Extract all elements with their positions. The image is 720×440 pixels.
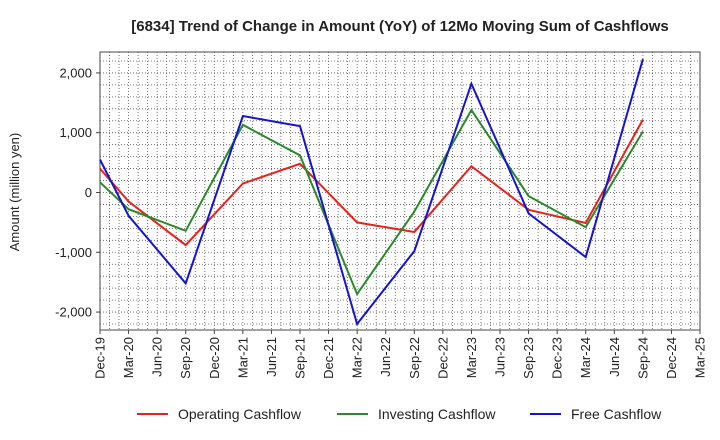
x-tick-label: Jun-24: [607, 337, 622, 377]
axes: 2,000 1,000 0 -1,000 -2,000 Dec-19 Mar-20 Jun-2…: [55, 65, 707, 378]
x-tick-label: Dec-21: [321, 337, 336, 379]
x-tick-label: Mar-24: [578, 337, 593, 378]
x-tick-label: Jun-21: [264, 337, 279, 377]
x-tick-label: Sep-20: [178, 337, 193, 379]
x-tick-label: Sep-22: [407, 337, 422, 379]
x-tick-label: Jun-22: [378, 337, 393, 377]
x-tick-label: Sep-24: [635, 337, 650, 379]
chart-title: [6834] Trend of Change in Amount (YoY) o…: [131, 18, 669, 35]
investing-cashflow-legend-label: Investing Cashflow: [378, 406, 496, 422]
y-axis-label: Amount (million yen): [7, 133, 22, 252]
y-tick-label: -2,000: [55, 305, 92, 320]
x-tick-label: Mar-22: [350, 337, 365, 378]
x-tick-label: Mar-23: [464, 337, 479, 378]
y-tick-label: 0: [85, 185, 92, 200]
free-cashflow-line: [99, 58, 644, 327]
operating-cashflow-legend-label: Operating Cashflow: [178, 406, 302, 422]
operating-cashflow-line: [99, 119, 644, 247]
y-tick-label: -1,000: [55, 245, 92, 260]
x-tick-label: Jun-23: [493, 337, 508, 377]
x-tick-label: Dec-24: [664, 337, 679, 379]
plot-area: [99, 51, 701, 331]
investing-cashflow-line: [99, 108, 644, 297]
x-tick-label: Sep-21: [293, 337, 308, 379]
y-tick-label: 2,000: [59, 65, 92, 80]
legend: Operating Cashflow Investing Cashflow Free…: [137, 406, 662, 422]
x-tick-label: Dec-23: [550, 337, 565, 379]
grid: [99, 51, 701, 331]
x-tick-label: Dec-20: [207, 337, 222, 379]
x-tick-label: Mar-25: [693, 337, 708, 378]
x-tick-label: Dec-19: [93, 337, 108, 379]
x-tick-label: Mar-20: [121, 337, 136, 378]
free-cashflow-legend-label: Free Cashflow: [571, 406, 662, 422]
x-tick-label: Mar-21: [235, 337, 250, 378]
x-tick-label: Dec-22: [435, 337, 450, 379]
y-tick-label: 1,000: [59, 125, 92, 140]
x-tick-label: Jun-20: [150, 337, 165, 377]
x-tick-label: Sep-23: [521, 337, 536, 379]
series-lines: [99, 58, 644, 327]
